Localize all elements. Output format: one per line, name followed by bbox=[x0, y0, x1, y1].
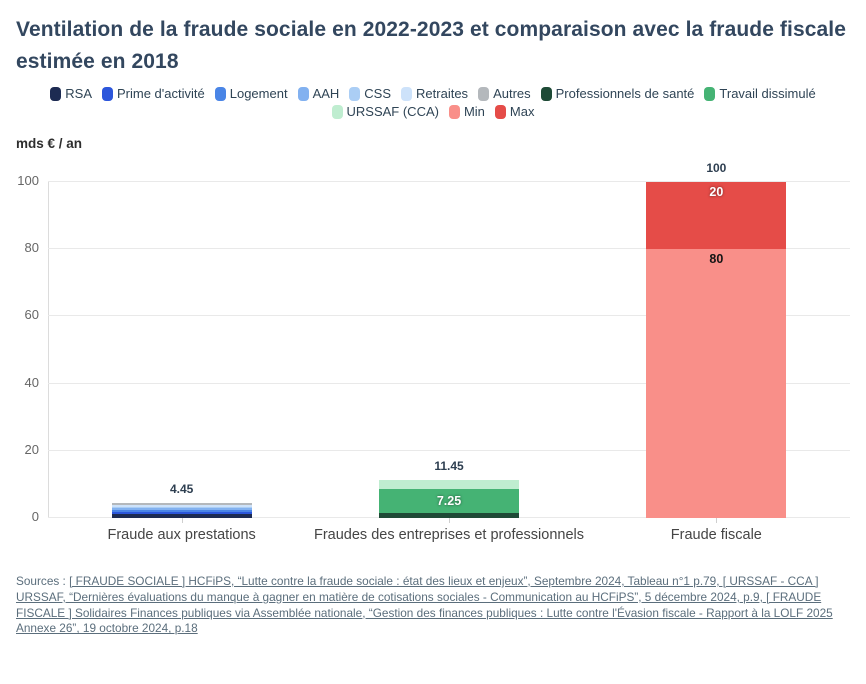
gridline bbox=[48, 248, 850, 250]
legend-label: Travail dissimulé bbox=[719, 86, 816, 101]
legend-item: AAH bbox=[297, 86, 340, 101]
sources: Sources : [ FRAUDE SOCIALE ] HCFiPS, “Lu… bbox=[16, 574, 852, 637]
legend-label: Retraites bbox=[416, 86, 469, 101]
bar-segment[interactable]: 20 bbox=[646, 182, 787, 250]
legend-swatch bbox=[102, 86, 113, 101]
page-title: Ventilation de la fraude sociale en 2022… bbox=[16, 18, 847, 73]
legend-swatch bbox=[540, 86, 552, 101]
bar-segment[interactable] bbox=[379, 512, 519, 518]
x-tick-mark bbox=[449, 518, 450, 523]
bar-segment[interactable] bbox=[111, 505, 252, 508]
y-tick-label: 0 bbox=[31, 509, 39, 524]
bar-segment[interactable] bbox=[111, 511, 252, 514]
bar[interactable] bbox=[111, 503, 252, 518]
gridline bbox=[48, 382, 850, 384]
gridline bbox=[48, 449, 850, 451]
legend-swatch bbox=[448, 104, 460, 119]
legend-swatch bbox=[50, 86, 62, 101]
y-tick-label: 40 bbox=[24, 374, 39, 390]
x-tick-mark bbox=[181, 518, 183, 523]
bar[interactable]: 80 20 bbox=[646, 182, 787, 518]
legend-swatch bbox=[331, 104, 343, 119]
bar-segment[interactable] bbox=[111, 508, 252, 510]
bar-segment[interactable] bbox=[111, 509, 252, 512]
legend-item: Prime d'activité bbox=[102, 86, 205, 101]
legend-label: Min bbox=[463, 104, 485, 119]
legend-item: Retraites bbox=[401, 86, 468, 101]
legend-item: CSS bbox=[349, 86, 391, 101]
legend: RSA Prime d'activité Logement AAH CSS Retrait… bbox=[8, 86, 858, 119]
legend-swatch bbox=[704, 86, 716, 101]
legend-swatch bbox=[214, 86, 226, 101]
source-links[interactable]: [ FRAUDE SOCIALE ] HCFiPS, “Lutte contre… bbox=[16, 574, 833, 636]
bar[interactable]: 7.25 bbox=[379, 479, 519, 518]
legend-label: Prime d'activité bbox=[117, 86, 205, 101]
bar-segment[interactable] bbox=[111, 503, 252, 506]
bar-total-label: 100 bbox=[706, 161, 727, 175]
y-tick-label: 100 bbox=[17, 173, 39, 188]
legend-swatch bbox=[349, 86, 361, 101]
bar-segment[interactable]: 7.25 bbox=[379, 488, 519, 513]
legend-item: Travail dissimulé bbox=[704, 86, 816, 101]
x-axis-label: Fraude aux prestations bbox=[107, 527, 256, 543]
legend-item: Logement bbox=[214, 86, 288, 101]
bar-segment[interactable] bbox=[379, 479, 519, 489]
y-tick-label: 80 bbox=[24, 240, 39, 256]
y-tick-label: 20 bbox=[24, 441, 39, 457]
legend-item: RSA bbox=[50, 86, 92, 101]
x-axis-label: Fraudes des entreprises et professionnel… bbox=[313, 527, 584, 543]
gridline bbox=[48, 315, 850, 317]
y-axis-line bbox=[48, 182, 49, 518]
legend-label: Autres bbox=[493, 86, 531, 101]
gridline bbox=[48, 181, 850, 182]
bar-segment-label: 80 bbox=[709, 252, 724, 267]
legend-label: AAH bbox=[312, 86, 340, 101]
legend-item: Max bbox=[494, 104, 535, 119]
legend-swatch bbox=[401, 86, 413, 101]
x-tick-mark bbox=[716, 518, 718, 523]
sources-prefix: Sources : bbox=[16, 574, 70, 588]
bar-segment[interactable] bbox=[111, 513, 252, 518]
bar-total-label: 4.45 bbox=[169, 482, 194, 497]
plot-area: 0 20 40 60 80 100 4.45 Fraude aux prestations 7.… bbox=[17, 161, 850, 543]
legend-label: RSA bbox=[65, 86, 92, 101]
legend-item: Min bbox=[448, 104, 485, 119]
bar-segment-label: 20 bbox=[709, 185, 724, 200]
chart: 0 20 40 60 80 100 4.45 Fraude aux prestations 7.… bbox=[17, 161, 850, 543]
legend-label: CSS bbox=[364, 86, 392, 101]
bar-segment[interactable]: 80 bbox=[646, 249, 787, 518]
legend-item: Autres bbox=[478, 86, 531, 101]
legend-item: Professionnels de santé bbox=[540, 86, 695, 101]
bar-segment-label: 7.25 bbox=[436, 493, 462, 508]
x-axis-label: Fraude fiscale bbox=[670, 527, 762, 543]
bar-total-label: 11.45 bbox=[434, 458, 464, 473]
legend-label: Max bbox=[509, 104, 535, 119]
legend-swatch bbox=[494, 104, 506, 119]
legend-swatch bbox=[297, 86, 309, 101]
legend-label: Professionnels de santé bbox=[555, 86, 695, 101]
bar-segment[interactable] bbox=[111, 507, 252, 509]
legend-item: URSSAF (CCA) bbox=[331, 104, 439, 119]
y-axis-unit-label: mds € / an bbox=[16, 136, 83, 151]
y-tick-label: 60 bbox=[24, 307, 39, 323]
legend-swatch bbox=[478, 86, 490, 101]
legend-label: Logement bbox=[229, 86, 288, 101]
legend-label: URSSAF (CCA) bbox=[346, 104, 439, 119]
